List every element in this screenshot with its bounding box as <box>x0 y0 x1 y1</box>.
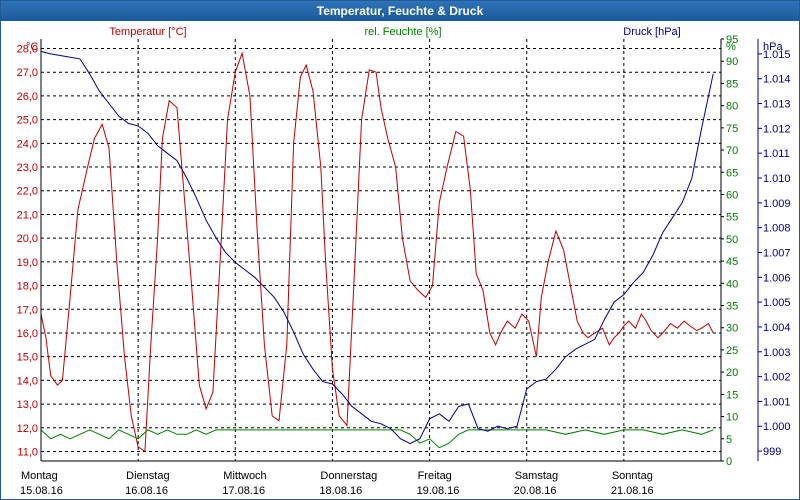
pressure-tick-label: 1.006 <box>763 272 791 284</box>
humidity-line <box>40 429 714 449</box>
pressure-tick-label: 1.015 <box>763 49 791 61</box>
humidity-tick-label: 15 <box>726 389 738 401</box>
grid-lines <box>41 39 721 461</box>
temperature-tick-label: 24,0 <box>17 138 38 150</box>
pressure-axis-label: Druck [hPa] <box>623 26 680 38</box>
day-label: Mittwoch <box>223 470 266 482</box>
window-title: Temperatur, Feuchte & Druck <box>1 1 799 21</box>
temperature-tick-label: 15,0 <box>17 352 38 364</box>
humidity-tick-label: 45 <box>726 256 738 268</box>
date-label: 15.08.16 <box>20 485 63 497</box>
date-label: 16.08.16 <box>125 485 168 497</box>
temperature-tick-label: 28,0 <box>17 43 38 55</box>
humidity-tick-label: 10 <box>726 412 738 424</box>
temperature-tick-label: 16,0 <box>17 328 38 340</box>
humidity-tick-label: 0 <box>726 456 732 468</box>
temperature-tick-label: 14,0 <box>17 375 38 387</box>
pressure-tick-label: 1.002 <box>763 372 791 384</box>
humidity-tick-label: 20 <box>726 367 738 379</box>
date-label: 21.08.16 <box>611 485 654 497</box>
pressure-tick-label: 1.010 <box>763 173 791 185</box>
day-label: Sonntag <box>612 470 653 482</box>
pressure-tick-label: 1.013 <box>763 99 791 111</box>
humidity-tick-label: 25 <box>726 345 738 357</box>
plot-background <box>41 39 722 461</box>
pressure-tick-label: 1.007 <box>763 247 791 259</box>
day-label: Donnerstag <box>320 470 377 482</box>
day-label: Montag <box>21 470 58 482</box>
humidity-axis-label: rel. Feuchte [%] <box>364 26 441 38</box>
pressure-tick-label: 1.005 <box>763 297 791 309</box>
temperature-tick-label: 27,0 <box>17 67 38 79</box>
humidity-tick-label: 75 <box>726 123 738 135</box>
temperature-tick-label: 20,0 <box>17 233 38 245</box>
temperature-tick-label: 12,0 <box>17 423 38 435</box>
date-label: 19.08.16 <box>417 485 460 497</box>
pressure-tick-label: 1.011 <box>763 148 790 160</box>
pressure-tick-label: 1.009 <box>763 198 791 210</box>
pressure-tick-label: 1.004 <box>763 322 791 334</box>
temperature-tick-label: 22,0 <box>17 186 38 198</box>
humidity-unit: % <box>726 41 736 53</box>
pressure-tick-label: 999 <box>763 446 781 458</box>
tick-labels: 11,0 12,0 13,0 14,0 15,0 16,0 17,0 18,0 19,0 20,0… <box>17 34 791 497</box>
humidity-tick-label: 5 <box>726 434 732 446</box>
temperature-tick-label: 23,0 <box>17 162 38 174</box>
day-label: Dienstag <box>126 470 169 482</box>
temperature-tick-label: 18,0 <box>17 281 38 293</box>
temperature-unit: °C <box>26 41 38 53</box>
data-series <box>40 50 714 453</box>
pressure-tick-label: 1.000 <box>763 421 791 433</box>
humidity-tick-label: 80 <box>726 101 738 113</box>
humidity-tick-label: 95 <box>726 34 738 46</box>
day-label: Freitag <box>418 470 452 482</box>
humidity-tick-label: 90 <box>726 56 738 68</box>
pressure-tick-label: 1.003 <box>763 347 791 359</box>
humidity-tick-label: 40 <box>726 278 738 290</box>
date-label: 17.08.16 <box>222 485 265 497</box>
pressure-tick-label: 1.012 <box>763 123 791 135</box>
axes <box>40 39 759 462</box>
pressure-tick-label: 1.008 <box>763 223 791 235</box>
temperature-tick-label: 17,0 <box>17 304 38 316</box>
humidity-tick-label: 65 <box>726 167 738 179</box>
pressure-tick-label: 1.014 <box>763 74 791 86</box>
humidity-tick-label: 30 <box>726 323 738 335</box>
pressure-tick-label: 1.001 <box>763 396 791 408</box>
day-label: Samstag <box>515 470 558 482</box>
temperature-tick-label: 25,0 <box>17 115 38 127</box>
temperature-tick-label: 13,0 <box>17 399 38 411</box>
date-label: 18.08.16 <box>319 485 362 497</box>
temperature-tick-label: 11,0 <box>17 447 38 459</box>
temperature-line <box>40 51 714 453</box>
temperature-tick-label: 21,0 <box>17 209 38 221</box>
pressure-unit: hPa <box>763 41 783 53</box>
temperature-tick-label: 19,0 <box>17 257 38 269</box>
temperature-tick-label: 26,0 <box>17 91 38 103</box>
date-label: 20.08.16 <box>514 485 557 497</box>
humidity-tick-label: 50 <box>726 234 738 246</box>
humidity-tick-label: 60 <box>726 189 738 201</box>
humidity-tick-label: 35 <box>726 301 738 313</box>
pressure-line <box>40 50 714 445</box>
humidity-tick-label: 85 <box>726 78 738 90</box>
temperature-axis-label: Temperatur [°C] <box>109 26 186 38</box>
humidity-tick-label: 55 <box>726 212 738 224</box>
humidity-tick-label: 70 <box>726 145 738 157</box>
